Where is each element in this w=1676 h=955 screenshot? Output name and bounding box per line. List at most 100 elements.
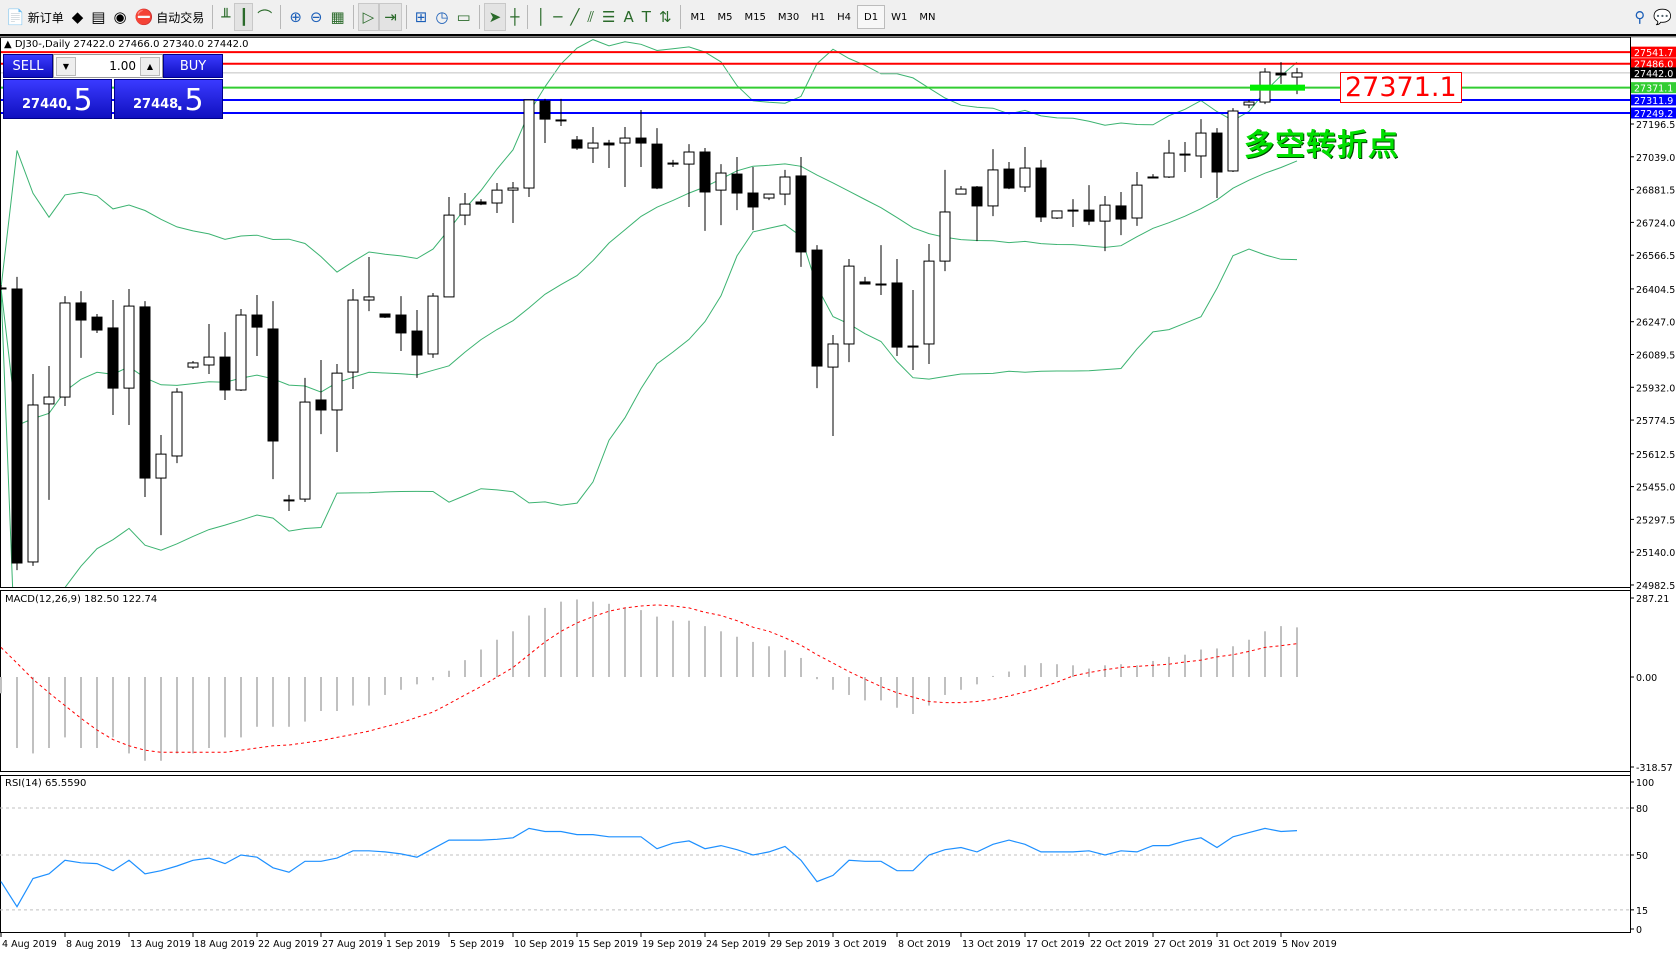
equidistant-channel-button[interactable]: ⫽: [583, 3, 598, 31]
timeframe-m5[interactable]: M5: [717, 11, 733, 23]
chart-area[interactable]: 27541.727486.027442.027371.127311.927249…: [0, 36, 1676, 955]
lot-size-field[interactable]: ▼ 1.00 ▲: [53, 54, 163, 78]
arrows-button[interactable]: ⇅: [655, 3, 676, 31]
buy-button[interactable]: BUY: [163, 54, 223, 78]
periods-button[interactable]: ◷: [431, 3, 452, 31]
indicators-button[interactable]: ⊞: [411, 3, 432, 31]
candle-body: [267, 328, 279, 442]
metaeditor-button[interactable]: ◆: [68, 3, 88, 31]
timeframe-w1[interactable]: W1: [891, 11, 908, 23]
candle-body: [539, 100, 551, 120]
trendline-button[interactable]: ╱: [566, 3, 583, 31]
buy-price-button[interactable]: 27448 .5: [114, 79, 223, 119]
candle: [971, 185, 983, 242]
autoscroll-icon: ⇥: [384, 7, 397, 26]
text-label-button[interactable]: T: [638, 3, 655, 31]
timeframe-h1[interactable]: H1: [811, 11, 826, 23]
turning-point-annotation[interactable]: 多空转折点: [1244, 128, 1399, 163]
macd-histogram-bar: [368, 677, 370, 706]
price-tick-label: 26724.0: [1636, 218, 1675, 229]
search-button[interactable]: ⚲: [1630, 3, 1649, 31]
timeframe-m1[interactable]: M1: [690, 11, 706, 23]
tile-windows-icon: ▦: [330, 7, 345, 26]
candle-body: [347, 299, 359, 373]
timeframe-m30[interactable]: M30: [777, 11, 800, 23]
candle-body: [1179, 153, 1191, 156]
macd-histogram-bar: [1264, 631, 1266, 677]
timeframe-h4[interactable]: H4: [837, 11, 852, 23]
candle: [11, 276, 23, 571]
timeframe-d1[interactable]: D1: [857, 5, 886, 29]
macd-histogram-bar: [0, 677, 2, 694]
templates-button[interactable]: ▭: [452, 3, 474, 31]
bar-chart-button[interactable]: ╨: [217, 3, 234, 31]
price-annotation-box[interactable]: 27371.1: [1340, 72, 1462, 103]
candle-body: [427, 295, 439, 355]
lot-increase-button[interactable]: ▲: [140, 57, 160, 76]
macd-histogram-bar: [1152, 660, 1154, 677]
arrows-icon: ⇅: [658, 7, 672, 26]
sell-button[interactable]: SELL: [3, 54, 53, 78]
candle-body: [299, 401, 311, 500]
macd-histogram-bar: [784, 650, 786, 677]
macd-histogram-bar: [992, 675, 994, 677]
chat-button[interactable]: 💬: [1649, 3, 1676, 31]
date-tick-label: 1 Sep 2019: [386, 939, 440, 950]
candle: [731, 157, 743, 211]
horizontal-line-button[interactable]: ─: [549, 3, 566, 31]
line-chart-button[interactable]: ⌒: [253, 3, 276, 31]
new-order-button[interactable]: 📄 新订单: [2, 3, 68, 31]
price-level-tag: [1631, 67, 1676, 79]
macd-histogram-bar: [640, 610, 642, 677]
candle: [251, 295, 263, 357]
tile-windows-button[interactable]: ▦: [326, 3, 348, 31]
macd-signal-line: [0, 604, 1298, 753]
vertical-line-button[interactable]: │: [532, 3, 549, 31]
candle-body: [587, 142, 599, 149]
sell-price-button[interactable]: 27440 .5: [3, 79, 112, 119]
timeframe-mn[interactable]: MN: [919, 11, 936, 23]
zoom-in-button[interactable]: ⊕: [285, 3, 306, 31]
rsi-line: [0, 827, 1298, 908]
candle: [443, 196, 455, 298]
cursor-icon: ➤: [488, 7, 502, 26]
price-level-label: 27311.9: [1634, 96, 1673, 107]
date-tick-label: 24 Sep 2019: [706, 939, 766, 950]
macd-histogram-bar: [176, 677, 178, 754]
timeframe-m15[interactable]: M15: [744, 11, 766, 23]
macd-histogram-bar: [848, 677, 850, 695]
macd-histogram-bar: [528, 615, 530, 677]
bar-chart-icon: ╨: [221, 7, 231, 26]
fibonacci-button[interactable]: ☰: [598, 3, 619, 31]
date-tick-label: 13 Oct 2019: [962, 939, 1021, 950]
lot-decrease-button[interactable]: ▼: [56, 57, 76, 76]
chart-shift-button[interactable]: ▷: [357, 3, 380, 31]
price-tick-label: 26247.0: [1636, 318, 1675, 329]
candle: [187, 361, 199, 369]
text-button[interactable]: A: [620, 3, 638, 31]
macd-histogram-bar: [1040, 663, 1042, 677]
zoom-out-button[interactable]: ⊖: [306, 3, 327, 31]
collapse-triangle-icon[interactable]: ▲: [4, 39, 12, 50]
autotrading-button[interactable]: ⛔ 自动交易: [131, 3, 209, 31]
candle-body: [1163, 152, 1175, 178]
signals-button[interactable]: ◉: [109, 3, 130, 31]
candlestick-button[interactable]: ┃: [234, 3, 254, 31]
candle: [779, 169, 791, 206]
zoom-out-icon: ⊖: [309, 7, 323, 26]
cursor-button[interactable]: ➤: [483, 3, 507, 31]
candle-body: [1115, 205, 1127, 220]
candle-body: [907, 345, 919, 348]
price-tick-label: 27039.0: [1636, 153, 1675, 164]
autoscroll-button[interactable]: ⇥: [379, 3, 402, 31]
candle: [1, 285, 7, 291]
price-tick-label: 26881.5: [1636, 186, 1675, 197]
crosshair-button[interactable]: ┼: [506, 3, 523, 31]
candle-body: [235, 314, 247, 391]
candle-body: [187, 362, 199, 368]
candle: [315, 360, 327, 435]
lot-size-value[interactable]: 1.00: [109, 59, 136, 73]
candle: [1163, 139, 1175, 179]
price-tick-label: 25612.5: [1636, 450, 1675, 461]
market-button[interactable]: ▤: [87, 3, 109, 31]
